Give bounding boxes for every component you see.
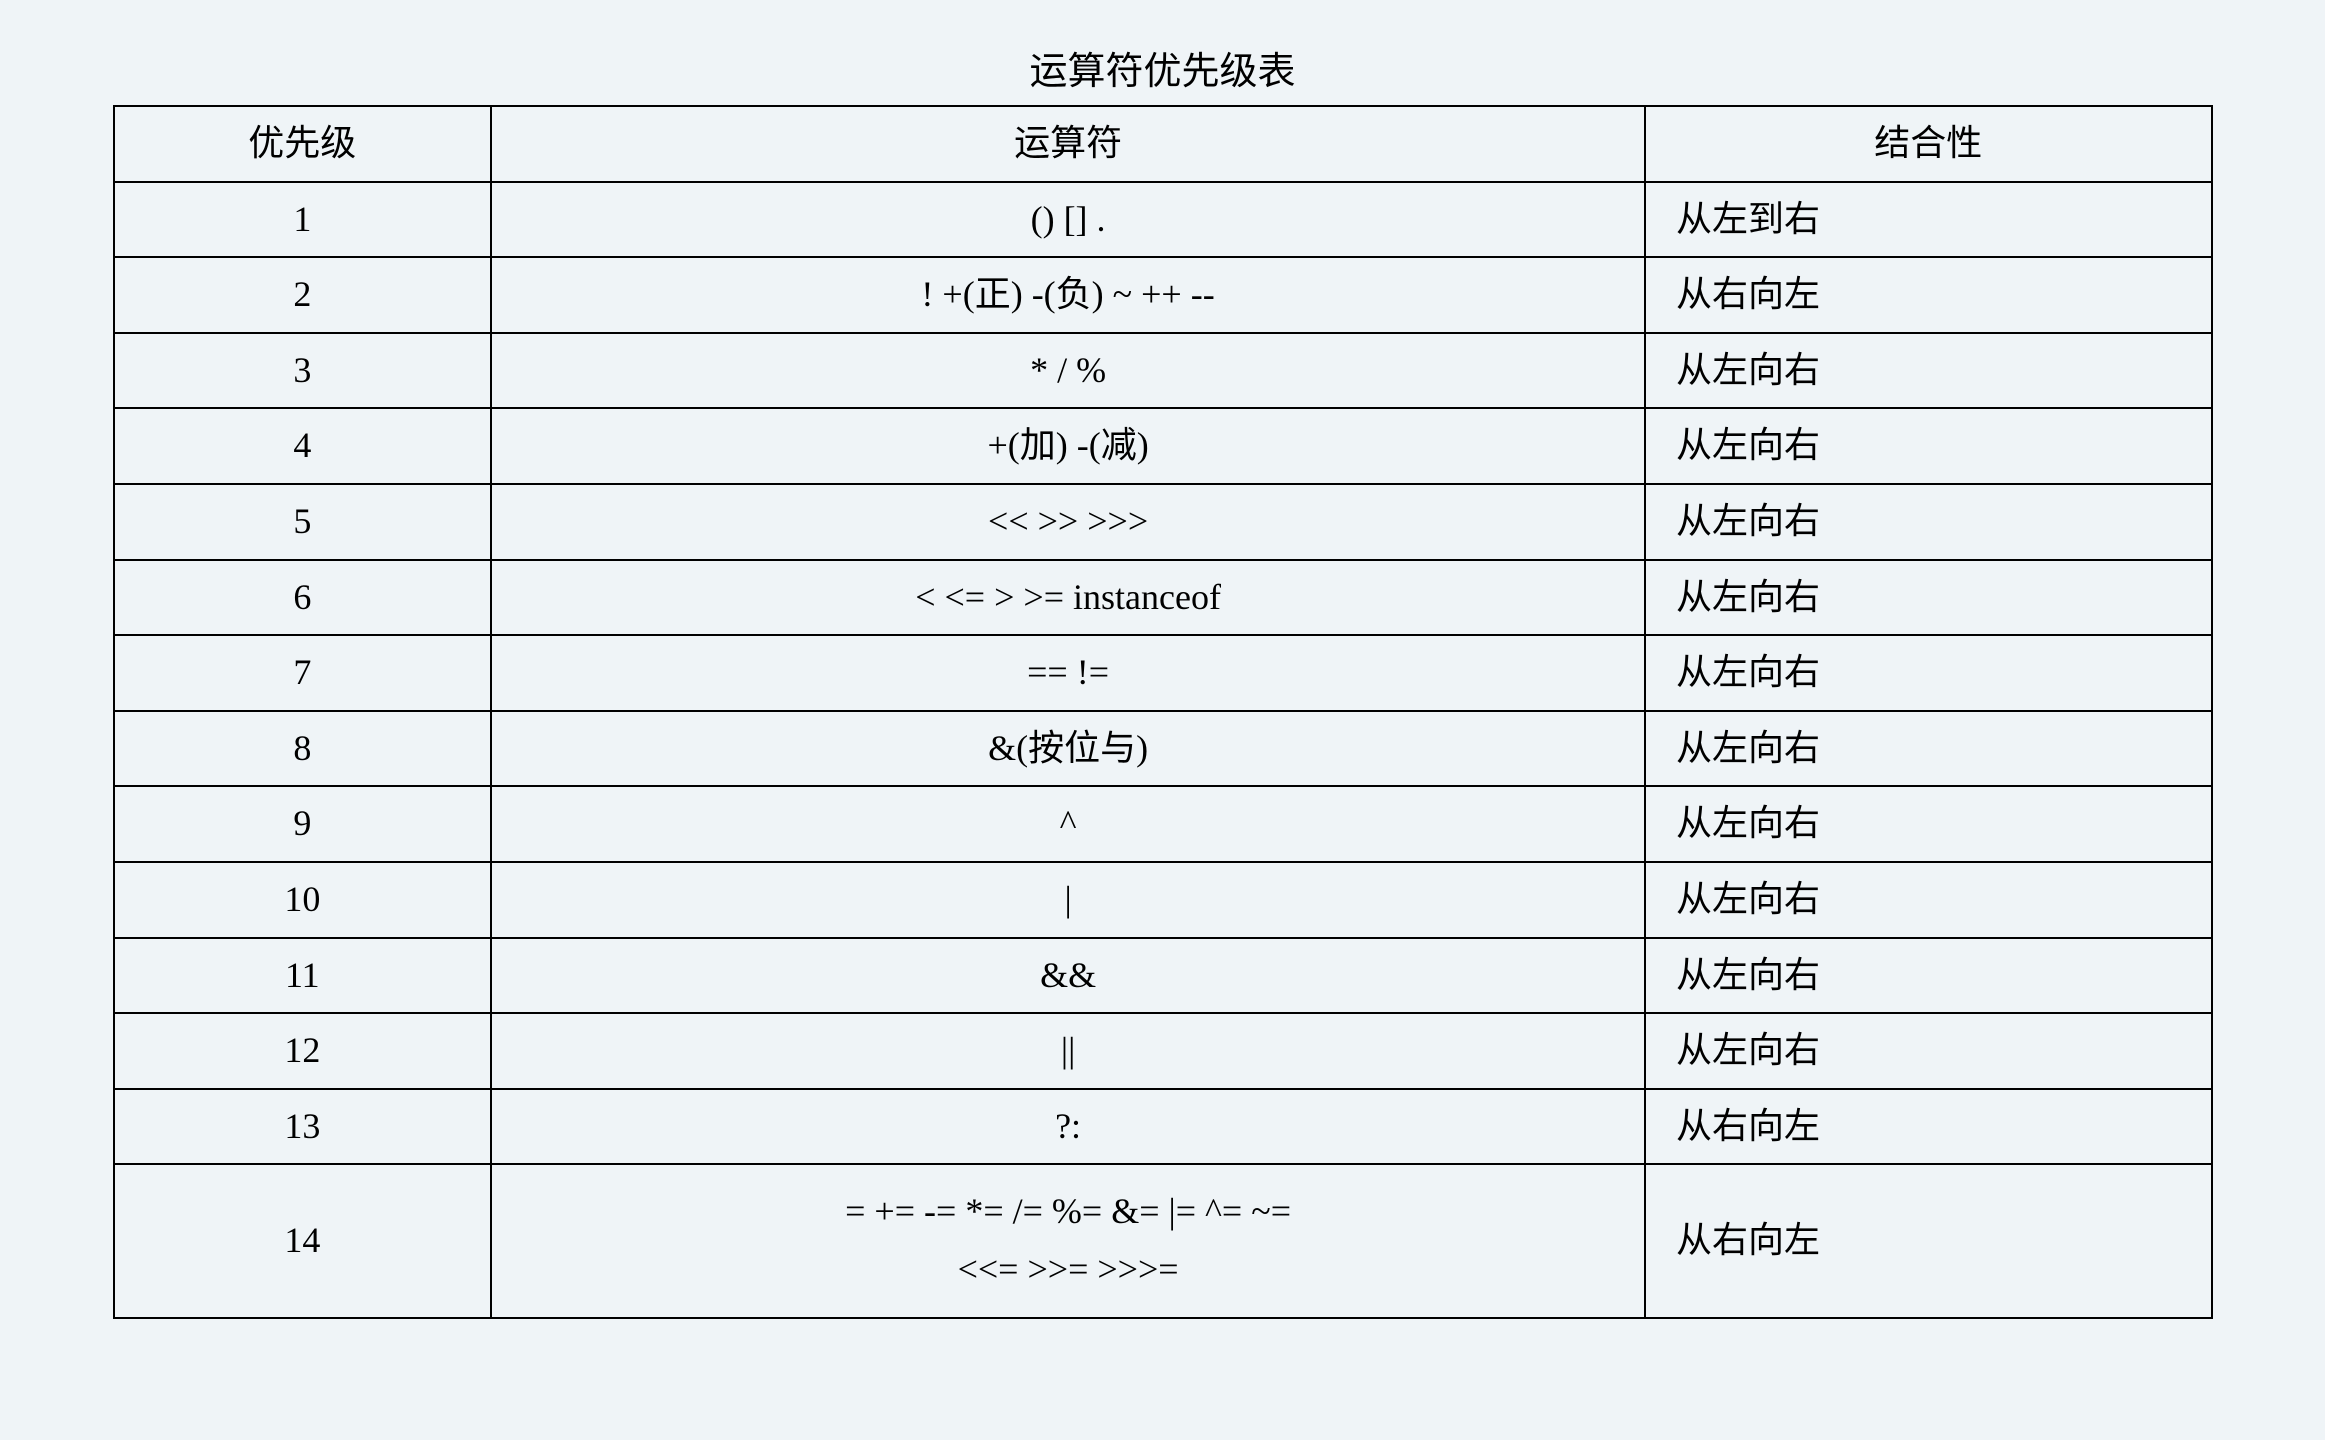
cell-priority: 6 (114, 560, 492, 636)
table-row: 6< <= > >= instanceof从左向右 (114, 560, 2212, 636)
table-row: 11&&从左向右 (114, 938, 2212, 1014)
cell-priority: 11 (114, 938, 492, 1014)
cell-assoc: 从左向右 (1645, 635, 2211, 711)
table-title: 运算符优先级表 (113, 40, 2213, 95)
cell-operator: << >> >>> (491, 484, 1645, 560)
cell-operator: || (491, 1013, 1645, 1089)
cell-operator: &(按位与) (491, 711, 1645, 787)
table-row: 2! +(正) -(负) ~ ++ --从右向左 (114, 257, 2212, 333)
operator-precedence-table: 优先级 运算符 结合性 1() [] .从左到右2! +(正) -(负) ~ +… (113, 105, 2213, 1319)
cell-operator: == != (491, 635, 1645, 711)
cell-priority: 5 (114, 484, 492, 560)
cell-priority: 1 (114, 182, 492, 258)
cell-assoc: 从左向右 (1645, 1013, 2211, 1089)
cell-priority: 10 (114, 862, 492, 938)
cell-priority: 9 (114, 786, 492, 862)
cell-priority: 14 (114, 1164, 492, 1317)
cell-assoc: 从左向右 (1645, 560, 2211, 636)
table-row: 1() [] .从左到右 (114, 182, 2212, 258)
cell-operator: ?: (491, 1089, 1645, 1165)
cell-assoc: 从左向右 (1645, 711, 2211, 787)
cell-priority: 3 (114, 333, 492, 409)
cell-assoc: 从左向右 (1645, 938, 2211, 1014)
cell-assoc: 从左向右 (1645, 786, 2211, 862)
table-row: 13?:从右向左 (114, 1089, 2212, 1165)
cell-operator: && (491, 938, 1645, 1014)
cell-operator: ^ (491, 786, 1645, 862)
cell-assoc: 从左向右 (1645, 408, 2211, 484)
col-header-assoc: 结合性 (1645, 106, 2211, 182)
cell-priority: 7 (114, 635, 492, 711)
table-container: 运算符优先级表 优先级 运算符 结合性 1() [] .从左到右2! +(正) … (113, 40, 2213, 1319)
table-row: 3* / %从左向右 (114, 333, 2212, 409)
cell-operator: * / % (491, 333, 1645, 409)
cell-assoc: 从左向右 (1645, 862, 2211, 938)
cell-operator: = += -= *= /= %= &= |= ^= ~=<<= >>= >>>= (491, 1164, 1645, 1317)
cell-priority: 4 (114, 408, 492, 484)
cell-operator: | (491, 862, 1645, 938)
table-body: 1() [] .从左到右2! +(正) -(负) ~ ++ --从右向左3* /… (114, 182, 2212, 1318)
cell-assoc: 从右向左 (1645, 1164, 2211, 1317)
cell-operator: < <= > >= instanceof (491, 560, 1645, 636)
col-header-operator: 运算符 (491, 106, 1645, 182)
cell-assoc: 从右向左 (1645, 1089, 2211, 1165)
cell-operator: +(加) -(减) (491, 408, 1645, 484)
cell-operator: ! +(正) -(负) ~ ++ -- (491, 257, 1645, 333)
table-row: 9^从左向右 (114, 786, 2212, 862)
cell-priority: 12 (114, 1013, 492, 1089)
cell-assoc: 从右向左 (1645, 257, 2211, 333)
table-row: 12||从左向右 (114, 1013, 2212, 1089)
cell-priority: 8 (114, 711, 492, 787)
table-row: 14= += -= *= /= %= &= |= ^= ~=<<= >>= >>… (114, 1164, 2212, 1317)
cell-assoc: 从左向右 (1645, 484, 2211, 560)
table-row: 4+(加) -(减)从左向右 (114, 408, 2212, 484)
cell-assoc: 从左到右 (1645, 182, 2211, 258)
cell-priority: 2 (114, 257, 492, 333)
table-row: 10|从左向右 (114, 862, 2212, 938)
table-header-row: 优先级 运算符 结合性 (114, 106, 2212, 182)
table-row: 8&(按位与)从左向右 (114, 711, 2212, 787)
cell-assoc: 从左向右 (1645, 333, 2211, 409)
cell-priority: 13 (114, 1089, 492, 1165)
cell-operator: () [] . (491, 182, 1645, 258)
table-row: 7== !=从左向右 (114, 635, 2212, 711)
table-row: 5<< >> >>>从左向右 (114, 484, 2212, 560)
col-header-priority: 优先级 (114, 106, 492, 182)
